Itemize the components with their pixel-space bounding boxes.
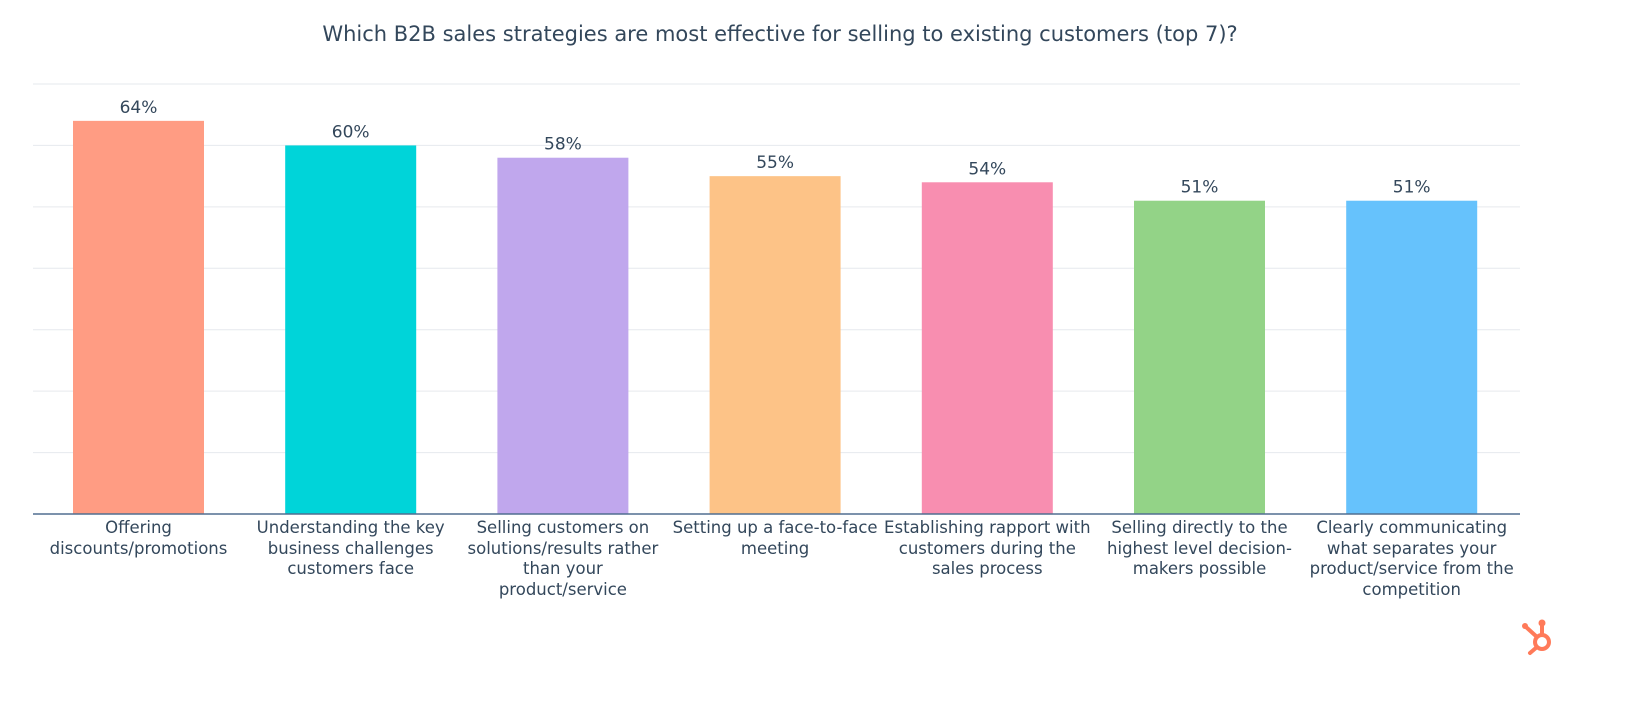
bar	[921, 182, 1053, 515]
category-label: Offering discounts/promotions	[49, 518, 228, 558]
category-label: Clearly communicating what separates you…	[1309, 518, 1514, 599]
data-label: 60%	[332, 122, 370, 142]
bar	[73, 120, 204, 514]
bar	[497, 157, 629, 514]
data-label: 64%	[120, 98, 158, 118]
category-label: Selling customers on solutions/results r…	[467, 518, 659, 599]
data-label: 54%	[968, 159, 1006, 179]
bar	[285, 145, 417, 514]
bar	[1346, 200, 1478, 514]
chart-title: Which B2B sales strategies are most effe…	[322, 22, 1238, 46]
category-label: Setting up a face-to-face meeting	[672, 518, 878, 558]
bar	[1134, 200, 1265, 514]
data-label: 51%	[1181, 178, 1219, 198]
data-label: 55%	[756, 153, 794, 173]
data-label: 58%	[544, 135, 582, 155]
hubspot-logo-icon	[1522, 619, 1551, 655]
category-label: Establishing rapport with customers duri…	[884, 518, 1091, 578]
category-label: Selling directly to the highest level de…	[1107, 518, 1292, 578]
category-label: Understanding the key business challenge…	[256, 518, 445, 578]
data-label: 51%	[1393, 178, 1431, 198]
bar	[709, 176, 841, 514]
